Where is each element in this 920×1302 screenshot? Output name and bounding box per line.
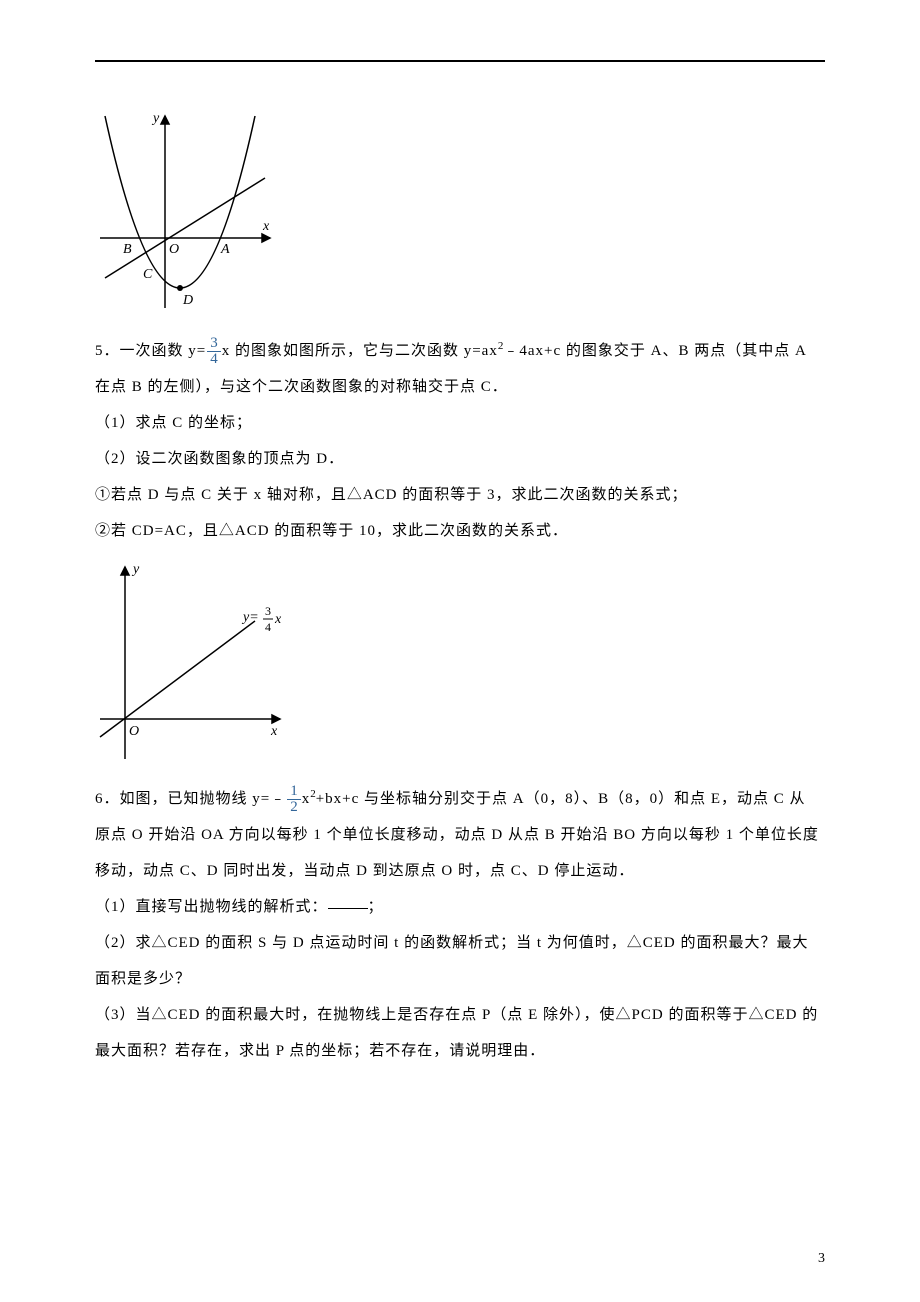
q5-l1-pre: 5．一次函数 y=: [95, 343, 206, 359]
origin-label: O: [169, 242, 179, 257]
fraction-1-2: 12: [287, 784, 301, 815]
point-c-label: C: [143, 267, 153, 282]
point-b-label: B: [123, 242, 132, 257]
fig2-eq-d: 4: [265, 620, 271, 634]
q6-stem-line1: 6．如图，已知抛物线 y=﹣12x2+bx+c 与坐标轴分别交于点 A（0，8）…: [95, 781, 825, 817]
axis-label-x: x: [262, 219, 270, 234]
q6-stem-line2: 原点 O 开始沿 OA 方向以每秒 1 个单位长度移动，动点 D 从点 B 开始…: [95, 817, 825, 853]
page-top-rule: [95, 60, 825, 62]
q5-bottom-figure: y x O y= 3 4 x: [95, 559, 295, 764]
page-number: 3: [818, 1251, 825, 1267]
q6-p1-post: ；: [368, 899, 384, 915]
fig2-eq-post: x: [274, 612, 282, 627]
fig2-axis-x: x: [270, 724, 278, 739]
q6-l1-pre: 6．如图，已知抛物线 y=﹣: [95, 791, 286, 807]
q6-stem-line3: 移动，动点 C、D 同时出发，当动点 D 到达原点 O 时，点 C、D 停止运动…: [95, 853, 825, 889]
q6-p1-pre: （1）直接写出抛物线的解析式：: [95, 899, 328, 915]
q5-stem-line1: 5．一次函数 y=34x 的图象如图所示，它与二次函数 y=ax2﹣4ax+c …: [95, 333, 825, 369]
axis-label-y: y: [151, 111, 160, 126]
fraction-3-4: 34: [207, 336, 221, 367]
fig2-eq-n: 3: [265, 604, 271, 618]
q6-part3b: 最大面积？若存在，求出 P 点的坐标；若不存在，请说明理由．: [95, 1033, 825, 1069]
q5-top-figure: y x O B A C D: [95, 108, 285, 316]
fig2-origin: O: [129, 724, 139, 739]
point-a-label: A: [220, 242, 230, 257]
document-content: y x O B A C D 5．一次函数 y=34x 的图象如图所示，它与二次函…: [95, 108, 825, 1069]
fig2-axis-y: y: [131, 562, 140, 577]
q6-part2a: （2）求△CED 的面积 S 与 D 点运动时间 t 的函数解析式；当 t 为何…: [95, 925, 825, 961]
q5-part2c: ②若 CD=AC，且△ACD 的面积等于 10，求此二次函数的关系式．: [95, 513, 825, 549]
fig2-eq-pre: y=: [241, 610, 259, 625]
q5-part2b: ①若点 D 与点 C 关于 x 轴对称，且△ACD 的面积等于 3，求此二次函数…: [95, 477, 825, 513]
q5-part2a: （2）设二次函数图象的顶点为 D．: [95, 441, 825, 477]
fill-blank: [328, 908, 368, 909]
q5-part1: （1）求点 C 的坐标；: [95, 405, 825, 441]
point-d-label: D: [182, 293, 193, 308]
q6-part2b: 面积是多少？: [95, 961, 825, 997]
q6-part3a: （3）当△CED 的面积最大时，在抛物线上是否存在点 P（点 E 除外），使△P…: [95, 997, 825, 1033]
q6-part1: （1）直接写出抛物线的解析式： ；: [95, 889, 825, 925]
q5-stem-line2: 在点 B 的左侧），与这个二次函数图象的对称轴交于点 C．: [95, 369, 825, 405]
q5-l1-post1: x 的图象如图所示，它与二次函数 y=ax: [222, 343, 498, 359]
q5-l1-post2: ﹣4ax+c 的图象交于 A、B 两点（其中点 A: [503, 343, 806, 359]
q6-l1-post2: +bx+c 与坐标轴分别交于点 A（0，8）、B（8，0）和点 E，动点 C 从: [316, 791, 806, 807]
q6-l1-post1: x: [302, 791, 311, 807]
